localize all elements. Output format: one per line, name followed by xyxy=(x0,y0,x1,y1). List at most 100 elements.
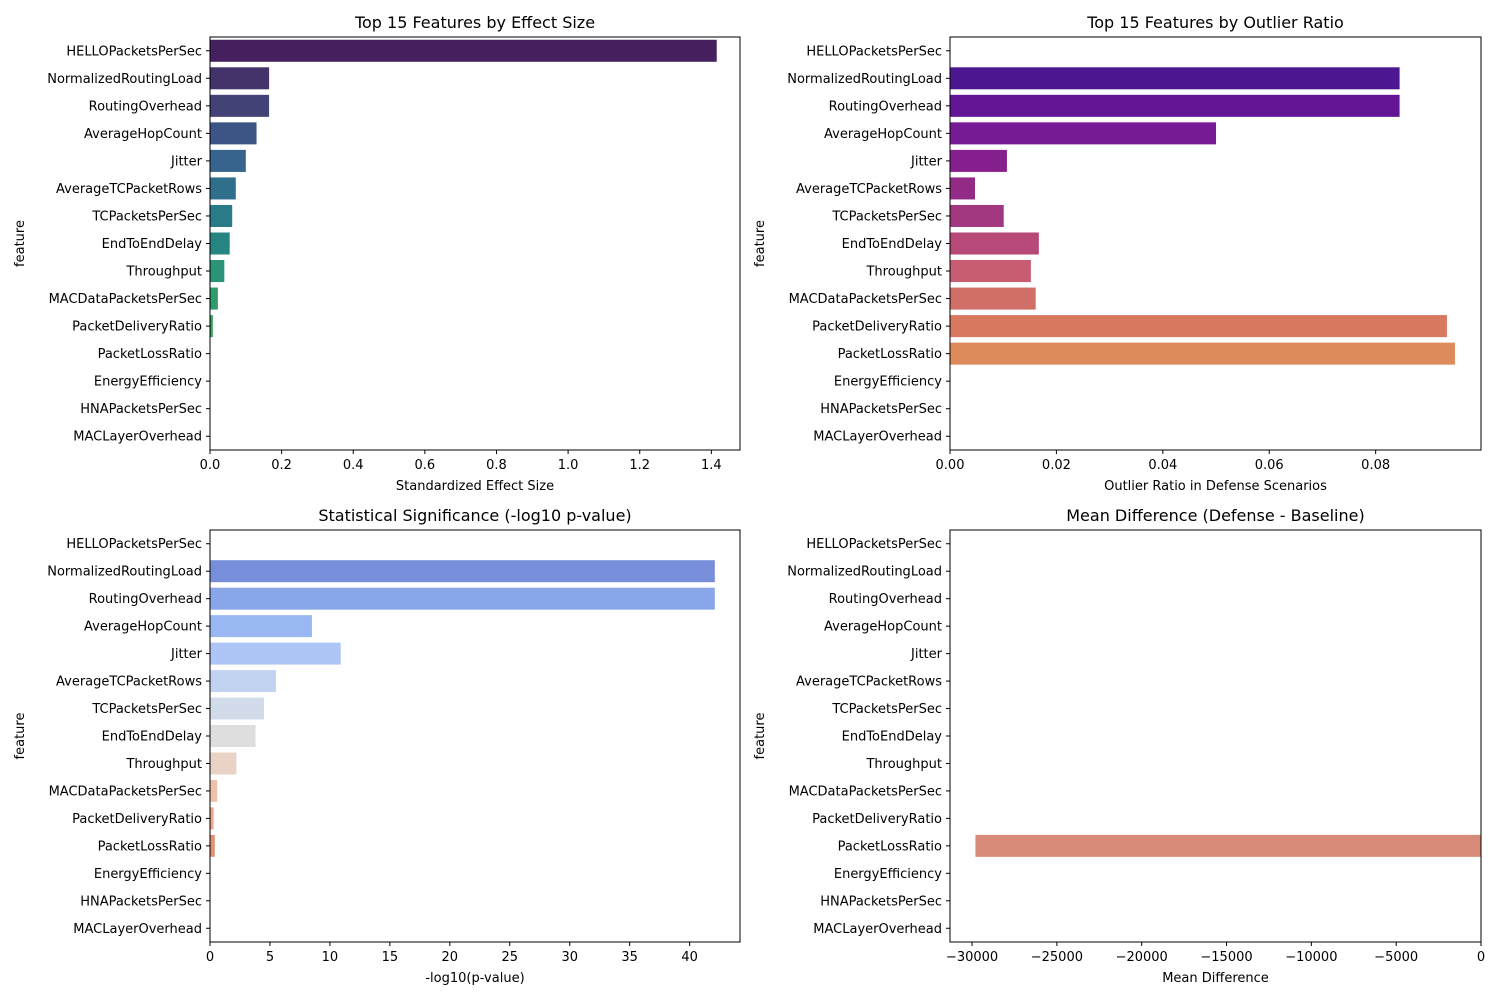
bar-AverageTCPacketRows xyxy=(950,177,976,200)
y-tick-label: PacketDeliveryRatio xyxy=(72,812,202,827)
x-tick-label: 5 xyxy=(266,950,274,965)
y-tick-label: AverageHopCount xyxy=(84,620,202,635)
y-tick-label: AverageHopCount xyxy=(824,620,942,635)
subplot-2: HELLOPacketsPerSec NormalizedRoutingLoad R… xyxy=(753,13,1482,494)
x-tick-label: 0.2 xyxy=(271,458,292,473)
x-tick-label: 35 xyxy=(621,950,638,965)
bar-AverageHopCount xyxy=(950,122,1217,145)
bar-PacketDeliveryRatio xyxy=(950,315,1447,338)
y-tick-label: NormalizedRoutingLoad xyxy=(787,72,942,87)
y-tick-label: MACDataPacketsPerSec xyxy=(789,292,942,307)
y-axis-label: feature xyxy=(13,713,28,760)
y-tick-label: EndToEndDelay xyxy=(102,237,203,252)
x-axis-label: Outlier Ratio in Defense Scenarios xyxy=(1104,479,1327,494)
bar-MACDataPacketsPerSec xyxy=(950,287,1036,310)
bar-TCPacketsPerSec xyxy=(210,204,233,227)
y-tick-label: AverageTCPacketRows xyxy=(796,675,942,690)
subplot-3: HELLOPacketsPerSec NormalizedRoutingLoad R… xyxy=(13,506,741,986)
x-tick-label: 1.0 xyxy=(558,458,579,473)
bar-HELLOPacketsPerSec xyxy=(210,39,717,62)
bar-Throughput xyxy=(950,260,1031,283)
x-tick-label: 0.02 xyxy=(1042,458,1071,473)
plot-frame xyxy=(949,529,1482,943)
y-tick-label: HNAPacketsPerSec xyxy=(820,894,942,909)
y-tick-label: Throughput xyxy=(865,757,942,772)
x-tick-label: −20000 xyxy=(1116,950,1168,965)
x-axis-label: Standardized Effect Size xyxy=(396,479,554,494)
x-tick-label: 0.00 xyxy=(936,458,965,473)
bar-AverageTCPacketRows xyxy=(210,670,276,693)
y-tick-label: MACDataPacketsPerSec xyxy=(49,784,202,799)
x-tick-label: −25000 xyxy=(1031,950,1083,965)
x-tick-label: −10000 xyxy=(1285,950,1337,965)
y-tick-label: MACDataPacketsPerSec xyxy=(789,784,942,799)
y-tick-label: PacketLossRatio xyxy=(98,347,202,362)
x-tick-label: 1.2 xyxy=(629,458,650,473)
bar-RoutingOverhead xyxy=(210,94,270,117)
x-tick-label: 20 xyxy=(442,950,459,965)
bar-Jitter xyxy=(210,642,341,665)
bar-PacketDeliveryRatio xyxy=(210,315,213,338)
bar-AverageTCPacketRows xyxy=(210,177,236,200)
y-tick-label: RoutingOverhead xyxy=(89,99,202,114)
y-tick-label: AverageTCPacketRows xyxy=(796,182,942,197)
y-tick-label: TCPacketsPerSec xyxy=(91,702,202,717)
y-tick-label: Throughput xyxy=(125,757,202,772)
x-tick-label: 0.08 xyxy=(1361,458,1390,473)
y-tick-label: NormalizedRoutingLoad xyxy=(47,72,202,87)
y-tick-label: AverageTCPacketRows xyxy=(56,675,202,690)
x-tick-label: 1.4 xyxy=(701,458,722,473)
x-axis-label: Mean Difference xyxy=(1162,971,1269,986)
y-tick-label: MACLayerOverhead xyxy=(73,922,202,937)
bar-EndToEndDelay xyxy=(950,232,1039,255)
x-tick-label: 0.06 xyxy=(1255,458,1284,473)
x-tick-label: 40 xyxy=(681,950,698,965)
bar-RoutingOverhead xyxy=(210,587,715,610)
y-axis-label: feature xyxy=(753,220,768,267)
y-tick-label: EnergyEfficiency xyxy=(94,375,202,390)
y-tick-label: TCPacketsPerSec xyxy=(91,209,202,224)
y-tick-label: HELLOPacketsPerSec xyxy=(66,44,202,59)
chart-title: Top 15 Features by Effect Size xyxy=(354,13,595,32)
subplot-4: HELLOPacketsPerSec NormalizedRoutingLoad R… xyxy=(753,506,1485,986)
y-tick-label: PacketLossRatio xyxy=(98,839,202,854)
y-tick-label: HNAPacketsPerSec xyxy=(80,402,202,417)
y-tick-label: MACLayerOverhead xyxy=(813,430,942,445)
bar-PacketDeliveryRatio xyxy=(210,807,214,830)
y-tick-label: MACLayerOverhead xyxy=(813,922,942,937)
subplot-1: HELLOPacketsPerSec NormalizedRoutingLoad R… xyxy=(13,13,741,494)
y-tick-label: AverageHopCount xyxy=(824,127,942,142)
x-tick-label: 0.6 xyxy=(415,458,436,473)
x-tick-label: 0.0 xyxy=(200,458,221,473)
y-tick-label: RoutingOverhead xyxy=(89,592,202,607)
plot-frame xyxy=(209,36,741,451)
bar-EndToEndDelay xyxy=(210,232,230,255)
x-tick-label: 0.8 xyxy=(486,458,507,473)
y-tick-label: HELLOPacketsPerSec xyxy=(806,537,942,552)
x-axis-label: -log10(p-value) xyxy=(425,971,524,986)
y-tick-label: Throughput xyxy=(125,265,202,280)
y-tick-label: TCPacketsPerSec xyxy=(831,702,942,717)
y-tick-label: HNAPacketsPerSec xyxy=(820,402,942,417)
x-tick-label: 15 xyxy=(382,950,399,965)
y-tick-label: Jitter xyxy=(910,154,943,169)
bar-Throughput xyxy=(210,260,225,283)
bar-MACDataPacketsPerSec xyxy=(210,779,218,802)
y-tick-label: NormalizedRoutingLoad xyxy=(787,565,942,580)
y-tick-label: EndToEndDelay xyxy=(842,730,943,745)
y-tick-label: EnergyEfficiency xyxy=(834,867,942,882)
bar-PacketLossRatio xyxy=(975,834,1481,857)
y-tick-label: AverageHopCount xyxy=(84,127,202,142)
y-tick-label: MACDataPacketsPerSec xyxy=(49,292,202,307)
y-axis-label: feature xyxy=(13,220,28,267)
x-tick-label: 25 xyxy=(502,950,519,965)
x-tick-label: 0.4 xyxy=(343,458,364,473)
bar-PacketLossRatio xyxy=(950,342,1455,365)
y-tick-label: TCPacketsPerSec xyxy=(831,209,942,224)
y-tick-label: HELLOPacketsPerSec xyxy=(806,44,942,59)
y-tick-label: EnergyEfficiency xyxy=(94,867,202,882)
y-tick-label: EndToEndDelay xyxy=(842,237,943,252)
chart-title: Statistical Significance (-log10 p-value… xyxy=(318,506,631,525)
bar-PacketLossRatio xyxy=(210,834,215,857)
